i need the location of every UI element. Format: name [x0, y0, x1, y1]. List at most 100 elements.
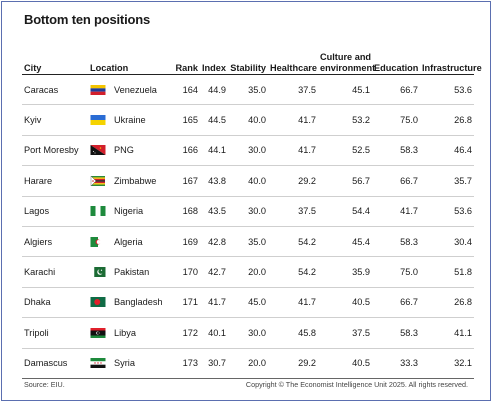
table-row: Harare Zimbabwe 167 43.8 40.0 29.2 56.7 66.7 35.…: [22, 165, 474, 197]
location-cell: Algeria: [88, 226, 168, 258]
index-cell: 40.1: [200, 317, 228, 349]
education-cell: 33.3: [372, 348, 420, 379]
city-cell: Tripoli: [22, 317, 88, 349]
city-cell: Kyiv: [22, 104, 88, 136]
infrastructure-cell: 26.8: [420, 104, 474, 136]
table-row: Damascus Syria 173 30.7 20.0 29.2 40.5 33.3 32.1: [22, 348, 474, 379]
column-header-index: Index: [200, 44, 228, 75]
rank-cell: 164: [168, 74, 200, 106]
country-label: Ukraine: [114, 115, 146, 126]
culture-cell: 45.1: [318, 74, 372, 106]
country-label: Bangladesh: [114, 297, 163, 308]
table-row: Karachi Pakistan 170 42.7 20.0 54.2 35.9 75.0 51…: [22, 256, 474, 288]
table-row: Port Moresby PNG 166 44.1 30.0 41.7 52.5 58.3 46…: [22, 135, 474, 167]
infrastructure-cell: 26.8: [420, 287, 474, 319]
index-cell: 44.9: [200, 74, 228, 106]
infrastructure-cell: 51.8: [420, 256, 474, 288]
table-header-row: City Location Rank Index Stability Healt…: [22, 44, 482, 75]
stability-cell: 40.0: [228, 104, 268, 136]
city-cell: Caracas: [22, 74, 88, 106]
education-cell: 66.7: [372, 74, 420, 106]
country-label: Nigeria: [114, 206, 144, 217]
pakistan-flag-icon: [90, 267, 106, 278]
location-cell: Venezuela: [88, 74, 168, 106]
city-cell: Port Moresby: [22, 135, 88, 167]
stability-cell: 20.0: [228, 256, 268, 288]
syria-flag-icon: [90, 358, 106, 369]
rank-cell: 171: [168, 287, 200, 319]
location-cell: Ukraine: [88, 104, 168, 136]
column-header-location: Location: [88, 44, 168, 75]
column-header-infrastructure: Infrastructure: [420, 44, 482, 75]
column-header-stability: Stability: [228, 44, 268, 75]
healthcare-cell: 29.2: [268, 165, 318, 197]
culture-cell: 45.4: [318, 226, 372, 258]
rank-cell: 172: [168, 317, 200, 349]
column-header-rank: Rank: [168, 44, 200, 75]
education-cell: 58.3: [372, 317, 420, 349]
location-cell: Bangladesh: [88, 287, 168, 319]
healthcare-cell: 37.5: [268, 74, 318, 106]
source-note: Source: EIU.: [24, 380, 65, 389]
stability-cell: 35.0: [228, 74, 268, 106]
copyright-note: Copyright © The Economist Intelligence U…: [245, 380, 468, 389]
healthcare-cell: 41.7: [268, 287, 318, 319]
table-row: Tripoli Libya 172 40.1 30.0 45.8 37.5 58.3 41.1: [22, 317, 474, 349]
culture-cell: 53.2: [318, 104, 372, 136]
healthcare-cell: 41.7: [268, 104, 318, 136]
country-label: Pakistan: [114, 267, 150, 278]
healthcare-cell: 41.7: [268, 135, 318, 167]
city-cell: Algiers: [22, 226, 88, 258]
city-cell: Dhaka: [22, 287, 88, 319]
country-label: Algeria: [114, 236, 143, 247]
culture-cell: 56.7: [318, 165, 372, 197]
infrastructure-cell: 46.4: [420, 135, 474, 167]
infrastructure-cell: 32.1: [420, 348, 474, 379]
education-cell: 41.7: [372, 196, 420, 227]
country-label: PNG: [114, 145, 134, 156]
table-row: Kyiv Ukraine 165 44.5 40.0 41.7 53.2 75.0 26.8: [22, 104, 474, 136]
location-cell: Syria: [88, 348, 168, 379]
location-cell: PNG: [88, 135, 168, 167]
infrastructure-cell: 30.4: [420, 226, 474, 258]
nigeria-flag-icon: [90, 206, 106, 217]
column-header-healthcare: Healthcare: [268, 44, 318, 75]
venezuela-flag-icon: [90, 84, 106, 95]
education-cell: 66.7: [372, 287, 420, 319]
index-cell: 43.5: [200, 196, 228, 227]
stability-cell: 30.0: [228, 135, 268, 167]
location-cell: Libya: [88, 317, 168, 349]
rankings-table: City Location Rank Index Stability Healt…: [22, 44, 482, 379]
index-cell: 44.5: [200, 104, 228, 136]
culture-cell: 40.5: [318, 287, 372, 319]
index-cell: 30.7: [200, 348, 228, 379]
education-cell: 75.0: [372, 256, 420, 288]
culture-cell: 52.5: [318, 135, 372, 167]
index-cell: 44.1: [200, 135, 228, 167]
index-cell: 42.8: [200, 226, 228, 258]
city-cell: Damascus: [22, 348, 88, 379]
libya-flag-icon: [90, 327, 106, 338]
location-cell: Zimbabwe: [88, 165, 168, 197]
location-cell: Nigeria: [88, 196, 168, 227]
ukraine-flag-icon: [90, 115, 106, 126]
rank-cell: 168: [168, 196, 200, 227]
rank-cell: 165: [168, 104, 200, 136]
culture-cell: 54.4: [318, 196, 372, 227]
table-row: Dhaka Bangladesh 171 41.7 45.0 41.7 40.5 66.7 26…: [22, 287, 474, 319]
education-cell: 75.0: [372, 104, 420, 136]
table-row: Caracas Venezuela 164 44.9 35.0 37.5 45.1 66.7 5…: [22, 74, 474, 106]
column-header-city: City: [22, 44, 88, 75]
algeria-flag-icon: [90, 236, 106, 247]
culture-cell: 35.9: [318, 256, 372, 288]
culture-cell: 40.5: [318, 348, 372, 379]
table-row: Algiers Algeria 169 42.8 35.0 54.2 45.4 58.3 30.…: [22, 226, 474, 258]
stability-cell: 30.0: [228, 317, 268, 349]
healthcare-cell: 37.5: [268, 196, 318, 227]
rank-cell: 167: [168, 165, 200, 197]
country-label: Zimbabwe: [114, 175, 157, 186]
infrastructure-cell: 35.7: [420, 165, 474, 197]
country-label: Syria: [114, 358, 135, 369]
stability-cell: 40.0: [228, 165, 268, 197]
